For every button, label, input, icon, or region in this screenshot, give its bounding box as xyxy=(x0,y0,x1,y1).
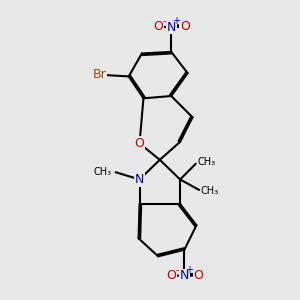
Text: CH₃: CH₃ xyxy=(201,186,219,196)
Text: N: N xyxy=(180,269,189,283)
Text: O: O xyxy=(180,20,190,33)
Text: CH₃: CH₃ xyxy=(197,158,216,167)
Text: CH₃: CH₃ xyxy=(94,167,112,177)
Text: O: O xyxy=(153,20,163,33)
Text: O: O xyxy=(166,269,176,282)
Text: O: O xyxy=(193,269,203,282)
Text: -: - xyxy=(176,265,179,275)
Text: N: N xyxy=(167,21,176,34)
Text: Br: Br xyxy=(92,68,106,81)
Text: N: N xyxy=(135,173,144,186)
Text: -: - xyxy=(162,16,166,26)
Text: +: + xyxy=(172,16,180,26)
Text: O: O xyxy=(135,137,145,150)
Text: +: + xyxy=(185,265,193,275)
